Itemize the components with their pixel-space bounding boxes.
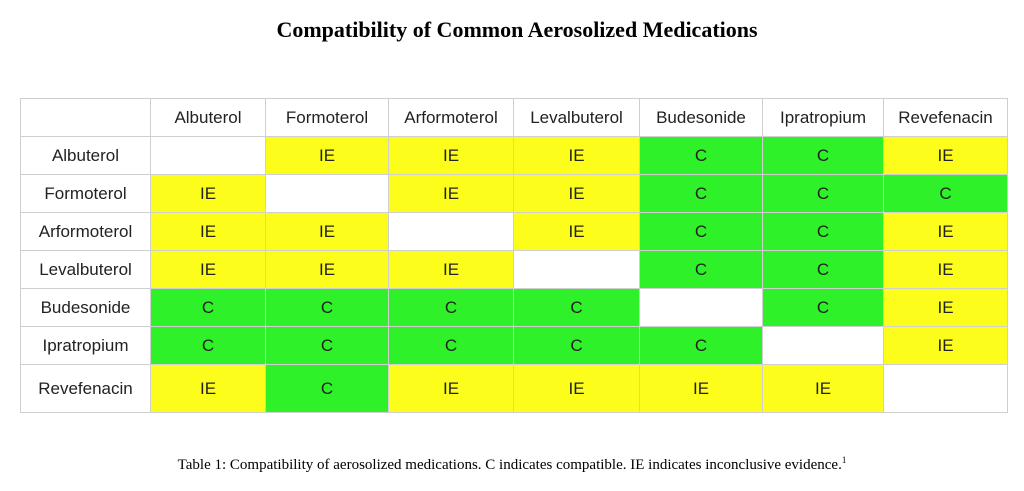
compat-cell: IE bbox=[388, 364, 514, 413]
column-header: Revefenacin bbox=[883, 98, 1008, 137]
column-header: Albuterol bbox=[150, 98, 266, 137]
table-row: Albuterol IE IE IE C C IE bbox=[20, 136, 1008, 175]
compat-cell: C bbox=[388, 288, 514, 327]
compat-cell: IE bbox=[883, 288, 1008, 327]
compat-cell: IE bbox=[513, 174, 640, 213]
diagonal-cell bbox=[513, 250, 640, 289]
compat-cell: C bbox=[150, 326, 266, 365]
compat-cell: IE bbox=[388, 174, 514, 213]
diagonal-cell bbox=[639, 288, 763, 327]
column-header: Ipratropium bbox=[762, 98, 884, 137]
page-title: Compatibility of Common Aerosolized Medi… bbox=[276, 17, 758, 42]
compat-cell: IE bbox=[883, 250, 1008, 289]
compat-cell: C bbox=[762, 288, 884, 327]
table-row: Budesonide C C C C C IE bbox=[20, 288, 1008, 327]
compat-cell: IE bbox=[150, 250, 266, 289]
compat-cell: C bbox=[265, 288, 389, 327]
compat-cell: C bbox=[639, 174, 763, 213]
row-header: Revefenacin bbox=[20, 364, 151, 413]
header-row: Albuterol Formoterol Arformoterol Levalb… bbox=[20, 98, 1008, 137]
row-header: Arformoterol bbox=[20, 212, 151, 251]
table-row: Ipratropium C C C C C IE bbox=[20, 326, 1008, 365]
compat-cell: C bbox=[762, 174, 884, 213]
compat-cell: C bbox=[762, 136, 884, 175]
compatibility-table: Albuterol Formoterol Arformoterol Levalb… bbox=[20, 98, 1008, 413]
column-header: Arformoterol bbox=[388, 98, 514, 137]
compat-cell: C bbox=[388, 326, 514, 365]
column-header: Levalbuterol bbox=[513, 98, 640, 137]
compat-cell: IE bbox=[150, 364, 266, 413]
compat-cell: IE bbox=[513, 212, 640, 251]
empty-cell bbox=[883, 364, 1008, 413]
column-header: Budesonide bbox=[639, 98, 763, 137]
row-header: Budesonide bbox=[20, 288, 151, 327]
compat-cell: IE bbox=[883, 326, 1008, 365]
compat-cell: C bbox=[762, 250, 884, 289]
table-row: Formoterol IE IE IE C C C bbox=[20, 174, 1008, 213]
corner-cell bbox=[20, 98, 151, 137]
compat-cell: C bbox=[513, 326, 640, 365]
compat-cell: IE bbox=[513, 136, 640, 175]
footnote-marker: 1 bbox=[841, 455, 847, 465]
compat-cell: C bbox=[265, 364, 389, 413]
compat-cell: C bbox=[639, 250, 763, 289]
compat-cell: IE bbox=[150, 212, 266, 251]
compat-cell: IE bbox=[883, 212, 1008, 251]
diagonal-cell bbox=[762, 326, 884, 365]
row-header: Ipratropium bbox=[20, 326, 151, 365]
diagonal-cell bbox=[150, 136, 266, 175]
caption-text: Table 1: Compatibility of aerosolized me… bbox=[177, 457, 842, 473]
compat-cell: IE bbox=[265, 136, 389, 175]
table-body: Albuterol IE IE IE C C IE Formoterol IE IE IE C C C Ar… bbox=[20, 136, 1008, 413]
compat-cell: C bbox=[265, 326, 389, 365]
compat-cell: C bbox=[639, 326, 763, 365]
compat-cell: C bbox=[639, 212, 763, 251]
compat-cell: IE bbox=[513, 364, 640, 413]
compat-cell: IE bbox=[150, 174, 266, 213]
compat-cell: IE bbox=[762, 364, 884, 413]
compat-cell: IE bbox=[883, 136, 1008, 175]
compat-cell: C bbox=[150, 288, 266, 327]
diagonal-cell bbox=[265, 174, 389, 213]
compat-cell: C bbox=[762, 212, 884, 251]
table-row: Revefenacin IE C IE IE IE IE bbox=[20, 364, 1008, 413]
compat-cell: C bbox=[883, 174, 1008, 213]
compat-cell: IE bbox=[265, 250, 389, 289]
table-row: Levalbuterol IE IE IE C C IE bbox=[20, 250, 1008, 289]
column-header: Formoterol bbox=[265, 98, 389, 137]
table-row: Arformoterol IE IE IE C C IE bbox=[20, 212, 1008, 251]
table-caption: Table 1: Compatibility of aerosolized me… bbox=[0, 455, 1024, 474]
row-header: Levalbuterol bbox=[20, 250, 151, 289]
row-header: Formoterol bbox=[20, 174, 151, 213]
diagonal-cell bbox=[388, 212, 514, 251]
compat-cell: IE bbox=[265, 212, 389, 251]
compat-cell: C bbox=[639, 136, 763, 175]
compat-cell: IE bbox=[388, 136, 514, 175]
row-header: Albuterol bbox=[20, 136, 151, 175]
compat-cell: IE bbox=[639, 364, 763, 413]
compat-cell: IE bbox=[388, 250, 514, 289]
compat-cell: C bbox=[513, 288, 640, 327]
